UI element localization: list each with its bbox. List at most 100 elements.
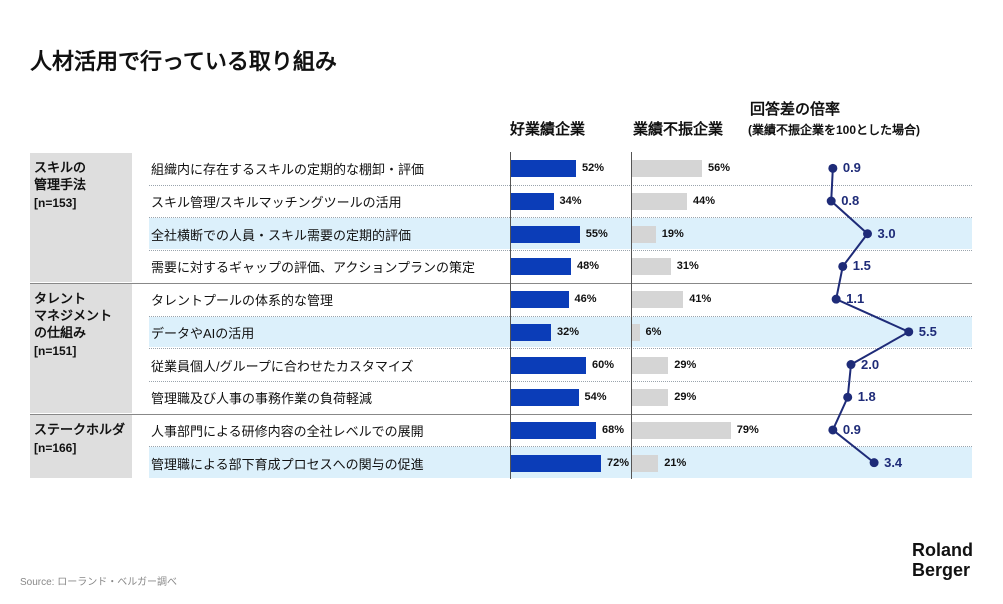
row-label: スキル管理/スキルマッチングツールの活用 — [151, 195, 402, 211]
ratio-point-label: 3.4 — [884, 454, 903, 470]
group-box: ステークホルダ [n=166] — [30, 414, 132, 478]
row-label: 管理職による部下育成プロセスへの関与の促進 — [151, 456, 424, 472]
bad-axis-line — [631, 152, 632, 479]
bar-bad-label: 21% — [664, 456, 687, 469]
row-label: データやAIの活用 — [151, 325, 255, 341]
bar-good-label: 68% — [602, 423, 625, 436]
bar-bad — [632, 291, 684, 309]
group-box: スキルの 管理手法 [n=153] — [30, 153, 132, 282]
group-sample-size: [n=151] — [34, 343, 77, 358]
bar-bad-label: 79% — [736, 423, 759, 436]
ratio-point-label: 3.0 — [877, 225, 896, 241]
bar-bad — [632, 454, 659, 472]
group-label: ステークホルダ [n=166] — [34, 421, 126, 455]
bar-bad — [632, 225, 656, 243]
group-separator — [30, 282, 972, 284]
bar-good — [511, 193, 554, 211]
ratio-point-label: 0.9 — [842, 421, 861, 437]
bar-bad-label: 6% — [645, 325, 662, 338]
bar-bad — [632, 323, 640, 341]
bar-bad — [632, 389, 669, 407]
ratio-point — [828, 163, 838, 173]
page-title: 人材活用で行っている取り組み — [30, 49, 337, 74]
ratio-point — [826, 196, 836, 206]
bar-good-label: 60% — [592, 358, 615, 371]
row-label: タレントプールの体系的な管理 — [151, 293, 334, 309]
group-sample-size: [n=166] — [34, 440, 77, 455]
bar-bad-label: 29% — [674, 391, 697, 404]
bar-good-label: 72% — [607, 456, 630, 469]
bar-good — [511, 389, 579, 407]
bar-bad-label: 29% — [674, 358, 697, 371]
ratio-point-label: 5.5 — [918, 323, 937, 339]
ratio-point-label: 2.0 — [861, 356, 880, 372]
bar-good-label: 34% — [559, 195, 582, 208]
bar-bad — [632, 258, 671, 276]
bar-good — [511, 225, 580, 243]
header-good: 好業績企業 — [510, 121, 586, 138]
row-highlight — [149, 316, 972, 348]
ratio-point-label: 1.8 — [857, 389, 876, 405]
bar-bad-label: 44% — [693, 195, 716, 208]
bar-bad — [632, 193, 687, 211]
source-note: Source: ローランド・ベルガー調べ — [20, 577, 177, 588]
row-separator — [149, 348, 972, 350]
bar-good — [511, 421, 596, 439]
ratio-point — [828, 425, 838, 435]
group-box: タレント マネジメント の仕組み [n=151] — [30, 283, 132, 413]
bar-good-label: 55% — [585, 227, 608, 240]
ratio-point — [831, 294, 841, 304]
row-label: 需要に対するギャップの評価、アクションプランの策定 — [151, 260, 475, 276]
roland-berger-logo: Roland Berger — [912, 540, 973, 580]
group-label: スキルの 管理手法 [n=153] — [34, 160, 87, 210]
bar-good — [511, 258, 571, 276]
bar-bad-label: 41% — [689, 293, 712, 306]
row-separator — [149, 217, 972, 219]
ratio-point — [904, 327, 914, 337]
ratio-point-label: 0.9 — [842, 160, 861, 176]
bar-good — [511, 454, 601, 472]
ratio-point — [846, 360, 856, 370]
bar-bad — [632, 421, 731, 439]
bar-good-label: 32% — [557, 325, 580, 338]
bar-bad-label: 31% — [676, 260, 699, 273]
header-ratio: 回答差の倍率 — [750, 101, 841, 118]
row-separator — [149, 446, 972, 448]
bar-good-label: 48% — [577, 260, 600, 273]
bar-good — [511, 160, 576, 178]
bar-good — [511, 291, 569, 309]
good-axis-line — [510, 152, 511, 479]
row-label: 人事部門による研修内容の全社レベルでの展開 — [151, 423, 424, 439]
ratio-point — [838, 261, 848, 271]
ratio-series-line — [830, 168, 911, 464]
bar-good — [511, 323, 551, 341]
bar-good-label: 54% — [584, 391, 607, 404]
ratio-point-label: 1.1 — [846, 291, 865, 307]
group-separator — [30, 413, 972, 415]
row-separator — [149, 250, 972, 252]
ratio-point-label: 0.8 — [841, 193, 860, 209]
bar-bad-label: 56% — [708, 162, 731, 175]
row-label: 組織内に存在するスキルの定期的な棚卸・評価 — [151, 162, 425, 178]
row-separator — [149, 184, 972, 186]
row-label: 管理職及び人事の事務作業の負荷軽減 — [151, 391, 373, 407]
ratio-point — [863, 229, 872, 239]
header-bad: 業績不振企業 — [633, 121, 724, 138]
row-separator — [149, 315, 972, 317]
bar-good-label: 46% — [574, 293, 597, 306]
row-label: 全社横断での人員・スキル需要の定期的評価 — [151, 227, 412, 243]
group-label: タレント マネジメント の仕組み [n=151] — [34, 290, 113, 358]
row-label: 従業員個人/グループに合わせたカスタマイズ — [151, 358, 414, 374]
bar-bad — [632, 356, 669, 374]
bar-good-label: 52% — [582, 162, 605, 175]
bar-bad-label: 19% — [661, 227, 684, 240]
header-ratio-sub: (業績不振企業を100とした場合) — [748, 123, 921, 137]
ratio-point — [843, 392, 853, 402]
bar-bad — [632, 160, 702, 178]
ratio-point-label: 1.5 — [852, 258, 871, 274]
ratio-point — [869, 458, 879, 468]
group-sample-size: [n=153] — [34, 196, 77, 210]
bar-good — [511, 356, 586, 374]
row-separator — [149, 380, 972, 382]
